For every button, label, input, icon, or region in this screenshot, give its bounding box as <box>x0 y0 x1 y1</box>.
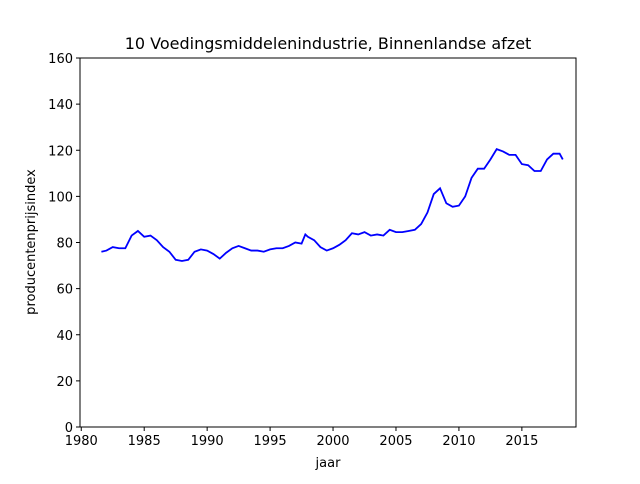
x-axis-label: jaar <box>315 456 342 471</box>
y-tick-label: 80 <box>56 237 73 252</box>
x-tick-label: 2010 <box>442 434 475 449</box>
x-tick-label: 1980 <box>65 434 98 449</box>
data-line <box>101 147 564 262</box>
y-tick-label: 100 <box>48 190 73 205</box>
y-tick-label: 120 <box>48 144 73 159</box>
plot-frame <box>79 57 577 428</box>
y-tick-label: 20 <box>56 375 73 390</box>
x-tick-label: 2000 <box>316 434 349 449</box>
y-tick-label: 160 <box>48 52 73 67</box>
y-tick-label: 60 <box>56 283 73 298</box>
y-tick-label: 40 <box>56 329 73 344</box>
x-tick-label: 1985 <box>128 434 161 449</box>
chart-title: 10 Voedingsmiddelenindustrie, Binnenland… <box>125 34 532 53</box>
x-tick-label: 1990 <box>191 434 224 449</box>
x-tick-label: 2015 <box>505 434 538 449</box>
y-tick-label: 140 <box>48 98 73 113</box>
x-tick-label: 1995 <box>254 434 287 449</box>
x-tick-label: 2005 <box>379 434 412 449</box>
y-axis-label: producentenprijsindex <box>24 169 39 315</box>
y-tick-label: 0 <box>65 421 73 436</box>
